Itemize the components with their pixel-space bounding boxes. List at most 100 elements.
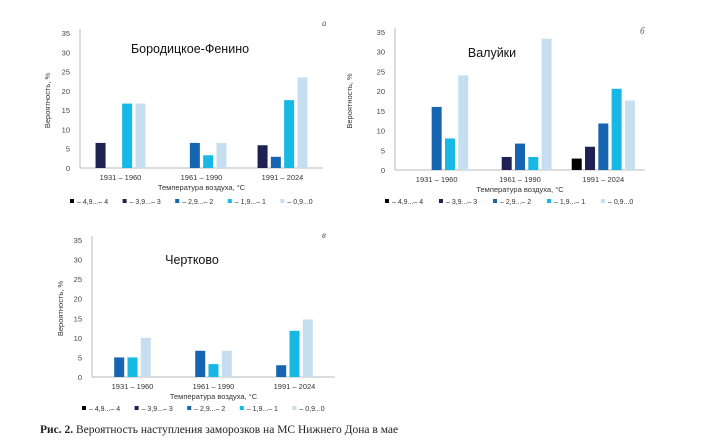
chart-title: Валуйки <box>468 46 516 60</box>
y-tick-label: 20 <box>62 87 70 96</box>
bar <box>515 143 525 170</box>
legend-label: – 1,9...– 1 <box>247 406 278 413</box>
legend-label: – 3,9...– 3 <box>130 199 161 206</box>
legend-swatch <box>547 199 551 203</box>
legend-swatch <box>280 199 285 203</box>
caption-label: Рис. 2. <box>40 424 74 436</box>
bar <box>221 350 232 377</box>
panel-letter: в <box>322 230 326 240</box>
legend-label: – 2,9...– 2 <box>500 199 531 206</box>
caption-text: Вероятность наступления заморозков на МС… <box>76 424 399 436</box>
legend-label: – 1,9...– 1 <box>554 199 585 206</box>
legend-label: – 1,9...– 1 <box>235 199 266 206</box>
y-tick-label: 10 <box>62 125 70 134</box>
y-tick-label: 0 <box>66 164 70 173</box>
legend-swatch <box>70 199 74 203</box>
legend-swatch <box>134 406 139 410</box>
legend-label: – 4,9...– 4 <box>77 199 108 206</box>
legend-swatch <box>239 406 244 410</box>
y-tick-label: 30 <box>377 48 385 57</box>
bar <box>458 75 469 170</box>
y-tick-label: 15 <box>377 107 385 116</box>
legend-label: – 0,9...0 <box>299 406 324 413</box>
bar <box>611 88 622 170</box>
bar <box>189 142 200 168</box>
x-axis-label: Температура воздуха, °С <box>158 183 246 192</box>
bar <box>135 103 146 168</box>
y-tick-label: 0 <box>78 373 82 382</box>
bar <box>276 365 287 377</box>
x-tick-label: 1931 – 1960 <box>100 173 142 182</box>
legend-swatch <box>82 406 86 410</box>
y-axis-label: Вероятность, % <box>56 281 65 337</box>
x-tick-label: 1931 – 1960 <box>416 175 458 184</box>
bar <box>195 350 206 377</box>
bar <box>302 319 313 377</box>
y-tick-label: 5 <box>66 145 70 154</box>
x-tick-label: 1961 – 1990 <box>181 173 223 182</box>
x-tick-label: 1991 – 2024 <box>262 173 304 182</box>
x-axis-label: Температура воздуха, °С <box>170 392 258 401</box>
y-tick-label: 15 <box>62 106 70 115</box>
y-tick-label: 5 <box>78 353 82 362</box>
y-tick-label: 20 <box>74 295 82 304</box>
bar <box>444 138 455 170</box>
figure-caption: Рис. 2. Вероятность наступления заморозк… <box>40 424 398 436</box>
y-tick-label: 20 <box>377 87 385 96</box>
legend-label: – 4,9...– 4 <box>392 199 423 206</box>
x-tick-label: 1991 – 2024 <box>582 175 624 184</box>
legend-swatch <box>439 199 443 203</box>
legend-label: – 4,9...– 4 <box>89 406 120 413</box>
legend-label: – 2,9...– 2 <box>194 406 225 413</box>
chart-title: Чертково <box>165 253 219 267</box>
bar <box>95 142 106 168</box>
y-tick-label: 10 <box>74 334 82 343</box>
bar <box>270 156 281 168</box>
bar <box>528 156 539 170</box>
y-tick-label: 5 <box>381 146 385 155</box>
bar <box>571 158 582 170</box>
legend-swatch <box>187 406 192 410</box>
panel-letter: б <box>640 26 645 36</box>
legend-label: – 2,9...– 2 <box>182 199 213 206</box>
legend-label: – 0,9...0 <box>287 199 312 206</box>
y-tick-label: 35 <box>62 29 70 38</box>
bar <box>208 364 219 377</box>
chart-title: Бородицкое-Фенино <box>131 42 249 56</box>
legend-label: – 3,9...– 3 <box>142 406 173 413</box>
y-axis-label: Вероятность, % <box>43 73 52 129</box>
bar <box>122 103 133 168</box>
bar <box>140 337 151 377</box>
x-tick-label: 1931 – 1960 <box>112 382 154 391</box>
bar <box>114 357 125 377</box>
y-tick-label: 30 <box>74 256 82 265</box>
x-axis-label: Температура воздуха, °С <box>476 185 564 194</box>
bar <box>216 142 227 168</box>
legend-swatch <box>493 199 497 203</box>
bar <box>127 357 138 377</box>
y-tick-label: 25 <box>74 275 82 284</box>
bar <box>297 77 308 168</box>
legend-label: – 0,9...0 <box>608 199 633 206</box>
y-tick-label: 10 <box>377 127 385 136</box>
bar <box>598 123 609 170</box>
legend-swatch <box>292 406 297 410</box>
y-tick-label: 30 <box>62 48 70 57</box>
y-tick-label: 0 <box>381 166 385 175</box>
y-axis-label: Вероятность, % <box>345 73 354 129</box>
y-tick-label: 15 <box>74 314 82 323</box>
y-tick-label: 35 <box>74 236 82 245</box>
bar <box>501 156 512 170</box>
legend-swatch <box>227 199 232 203</box>
bar <box>585 146 596 170</box>
legend-label: – 3,9...– 3 <box>446 199 477 206</box>
legend-swatch <box>385 199 389 203</box>
x-tick-label: 1991 – 2024 <box>274 382 316 391</box>
bar <box>284 100 295 168</box>
legend-swatch <box>601 199 605 203</box>
bar <box>541 38 552 171</box>
panel-letter: а <box>322 18 327 28</box>
bar <box>257 145 268 168</box>
